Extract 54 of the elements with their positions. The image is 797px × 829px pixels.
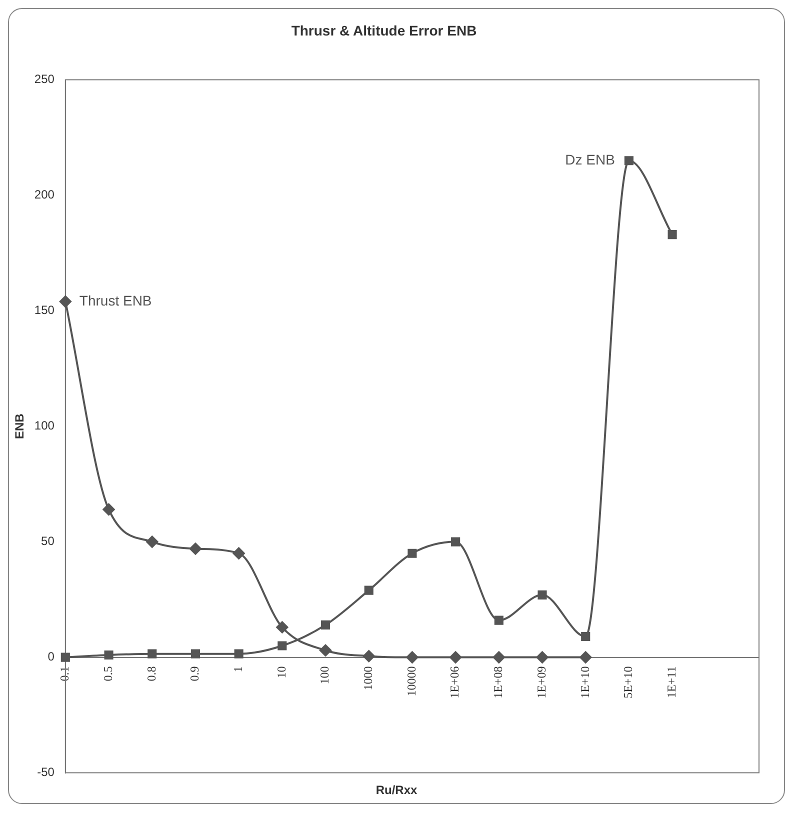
point [146,536,158,548]
x-tick-label: 1E+08 [491,666,506,698]
y-tick-label: 200 [34,188,55,202]
y-tick-label: 50 [41,534,55,548]
y-tick-label: 150 [34,303,55,318]
x-tick-label: 0.8 [144,666,158,682]
point [320,620,330,630]
x-tick-label: 1E+06 [448,666,462,698]
point [406,651,418,664]
point [362,650,375,662]
point [278,641,287,650]
chart-title: Thrusr & Altitude Error ENB [291,22,477,38]
x-tick-label: 1E+09 [534,666,548,698]
point [492,651,505,664]
point [189,542,202,555]
point [494,616,504,625]
x-tick-label: 1000 [361,666,376,690]
series-label: Dz ENB [565,152,615,168]
x-tick-label: 10000 [404,666,418,696]
point [451,537,460,546]
y-tick-label: -50 [37,765,55,780]
point [320,644,332,656]
x-axis-title: Ru/Rxx [374,783,418,797]
point [581,632,590,642]
point [580,651,592,664]
x-tick-label: 1E+11 [664,666,678,698]
point [536,651,548,664]
point [624,156,634,166]
point [408,548,417,558]
y-tick-label: 250 [34,72,55,86]
point [60,652,70,662]
point [104,650,114,660]
y-tick-label: 0 [48,650,55,664]
point [450,651,462,664]
point [234,649,244,658]
point [59,296,72,308]
x-tick-label: 10 [274,666,288,678]
x-tick-label: 1E+10 [578,666,592,698]
y-axis-title: ENB [12,413,27,439]
point [276,621,288,634]
point [668,230,677,240]
point [364,586,374,595]
series-label: Thrust ENB [79,292,152,308]
point [538,590,547,600]
x-tick-label: 100 [318,666,332,684]
point [232,547,245,560]
x-tick-label: 0.9 [188,666,202,682]
x-tick-label: 5E+10 [621,666,636,698]
y-tick-label: 100 [34,418,55,433]
x-tick-label: 1 [230,666,245,672]
point [102,503,115,516]
x-tick-label: 0.5 [100,666,115,682]
point [148,649,157,658]
point [190,649,200,658]
